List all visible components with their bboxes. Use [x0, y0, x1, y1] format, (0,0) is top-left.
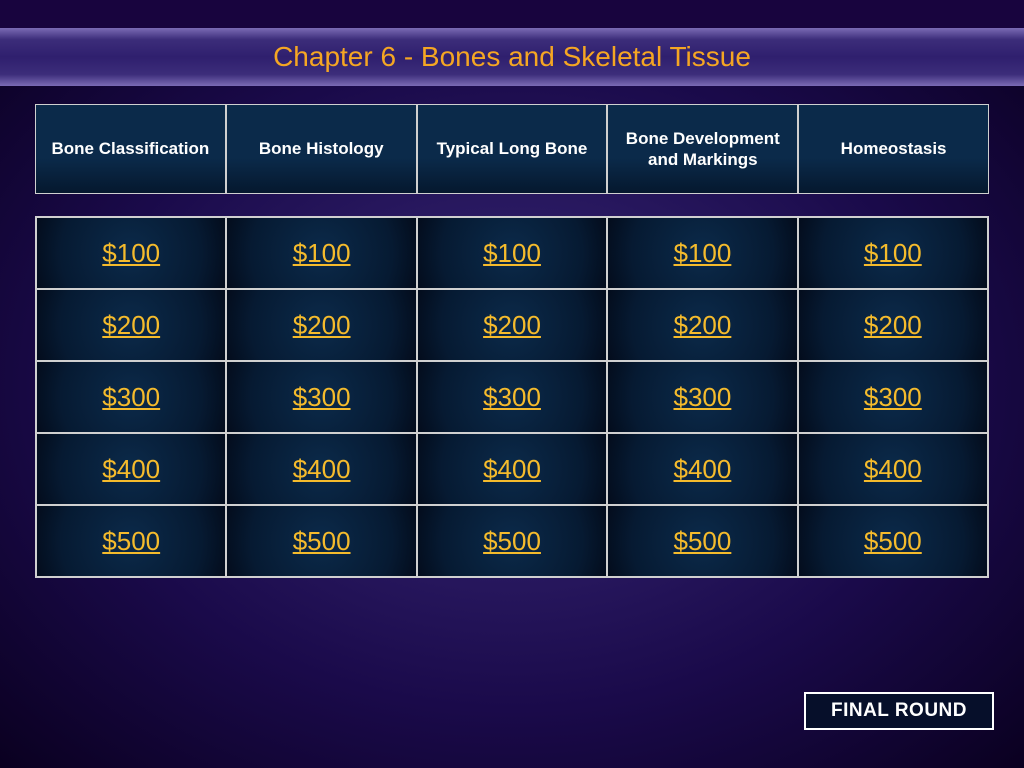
- value-link[interactable]: $100: [102, 238, 160, 269]
- board-row: $200 $200 $200 $200 $200: [36, 289, 988, 361]
- value-link[interactable]: $100: [483, 238, 541, 269]
- value-link[interactable]: $100: [864, 238, 922, 269]
- board-cell[interactable]: $100: [36, 217, 226, 289]
- category-label: Bone Development and Markings: [614, 128, 791, 171]
- value-link[interactable]: $100: [674, 238, 732, 269]
- board-cell[interactable]: $400: [417, 433, 607, 505]
- value-link[interactable]: $200: [483, 310, 541, 341]
- value-link[interactable]: $300: [293, 382, 351, 413]
- value-link[interactable]: $400: [102, 454, 160, 485]
- board-cell[interactable]: $100: [798, 217, 988, 289]
- value-link[interactable]: $300: [674, 382, 732, 413]
- category-row: Bone Classification Bone Histology Typic…: [35, 104, 989, 194]
- board-cell[interactable]: $500: [607, 505, 797, 577]
- board-row: $400 $400 $400 $400 $400: [36, 433, 988, 505]
- value-link[interactable]: $200: [674, 310, 732, 341]
- value-link[interactable]: $100: [293, 238, 351, 269]
- category-label: Homeostasis: [841, 138, 947, 159]
- board-cell[interactable]: $400: [226, 433, 416, 505]
- board-row: $100 $100 $100 $100 $100: [36, 217, 988, 289]
- value-link[interactable]: $400: [483, 454, 541, 485]
- value-link[interactable]: $500: [293, 526, 351, 557]
- game-board: $100 $100 $100 $100 $100 $200 $200 $200 …: [35, 216, 989, 578]
- category-cell: Homeostasis: [798, 104, 989, 194]
- category-cell: Bone Histology: [226, 104, 417, 194]
- category-label: Typical Long Bone: [437, 138, 588, 159]
- category-cell: Bone Classification: [35, 104, 226, 194]
- board-cell[interactable]: $400: [607, 433, 797, 505]
- board-cell[interactable]: $200: [417, 289, 607, 361]
- value-link[interactable]: $400: [293, 454, 351, 485]
- board-cell[interactable]: $200: [607, 289, 797, 361]
- value-link[interactable]: $200: [864, 310, 922, 341]
- board-cell[interactable]: $300: [798, 361, 988, 433]
- value-link[interactable]: $300: [102, 382, 160, 413]
- board-cell[interactable]: $100: [607, 217, 797, 289]
- final-round-button[interactable]: FINAL ROUND: [804, 692, 994, 730]
- board-cell[interactable]: $400: [36, 433, 226, 505]
- category-label: Bone Classification: [52, 138, 210, 159]
- value-link[interactable]: $200: [293, 310, 351, 341]
- top-bar: [0, 0, 1024, 28]
- value-link[interactable]: $400: [674, 454, 732, 485]
- final-round-label: FINAL ROUND: [831, 700, 967, 722]
- value-link[interactable]: $300: [864, 382, 922, 413]
- board-cell[interactable]: $300: [36, 361, 226, 433]
- board-cell[interactable]: $300: [417, 361, 607, 433]
- page-title: Chapter 6 - Bones and Skeletal Tissue: [273, 41, 751, 73]
- board-cell[interactable]: $100: [226, 217, 416, 289]
- value-link[interactable]: $500: [102, 526, 160, 557]
- category-cell: Bone Development and Markings: [607, 104, 798, 194]
- value-link[interactable]: $200: [102, 310, 160, 341]
- value-link[interactable]: $400: [864, 454, 922, 485]
- board-cell[interactable]: $200: [226, 289, 416, 361]
- board-row: $500 $500 $500 $500 $500: [36, 505, 988, 577]
- value-link[interactable]: $500: [483, 526, 541, 557]
- board-cell[interactable]: $300: [226, 361, 416, 433]
- value-link[interactable]: $500: [864, 526, 922, 557]
- title-band: Chapter 6 - Bones and Skeletal Tissue: [0, 28, 1024, 86]
- board-cell[interactable]: $500: [417, 505, 607, 577]
- category-cell: Typical Long Bone: [417, 104, 608, 194]
- value-link[interactable]: $300: [483, 382, 541, 413]
- board-cell[interactable]: $500: [798, 505, 988, 577]
- category-label: Bone Histology: [259, 138, 384, 159]
- board-cell[interactable]: $400: [798, 433, 988, 505]
- board-cell[interactable]: $500: [226, 505, 416, 577]
- board-cell[interactable]: $100: [417, 217, 607, 289]
- board-cell[interactable]: $200: [36, 289, 226, 361]
- value-link[interactable]: $500: [674, 526, 732, 557]
- board-cell[interactable]: $200: [798, 289, 988, 361]
- board-cell[interactable]: $300: [607, 361, 797, 433]
- board-row: $300 $300 $300 $300 $300: [36, 361, 988, 433]
- board-cell[interactable]: $500: [36, 505, 226, 577]
